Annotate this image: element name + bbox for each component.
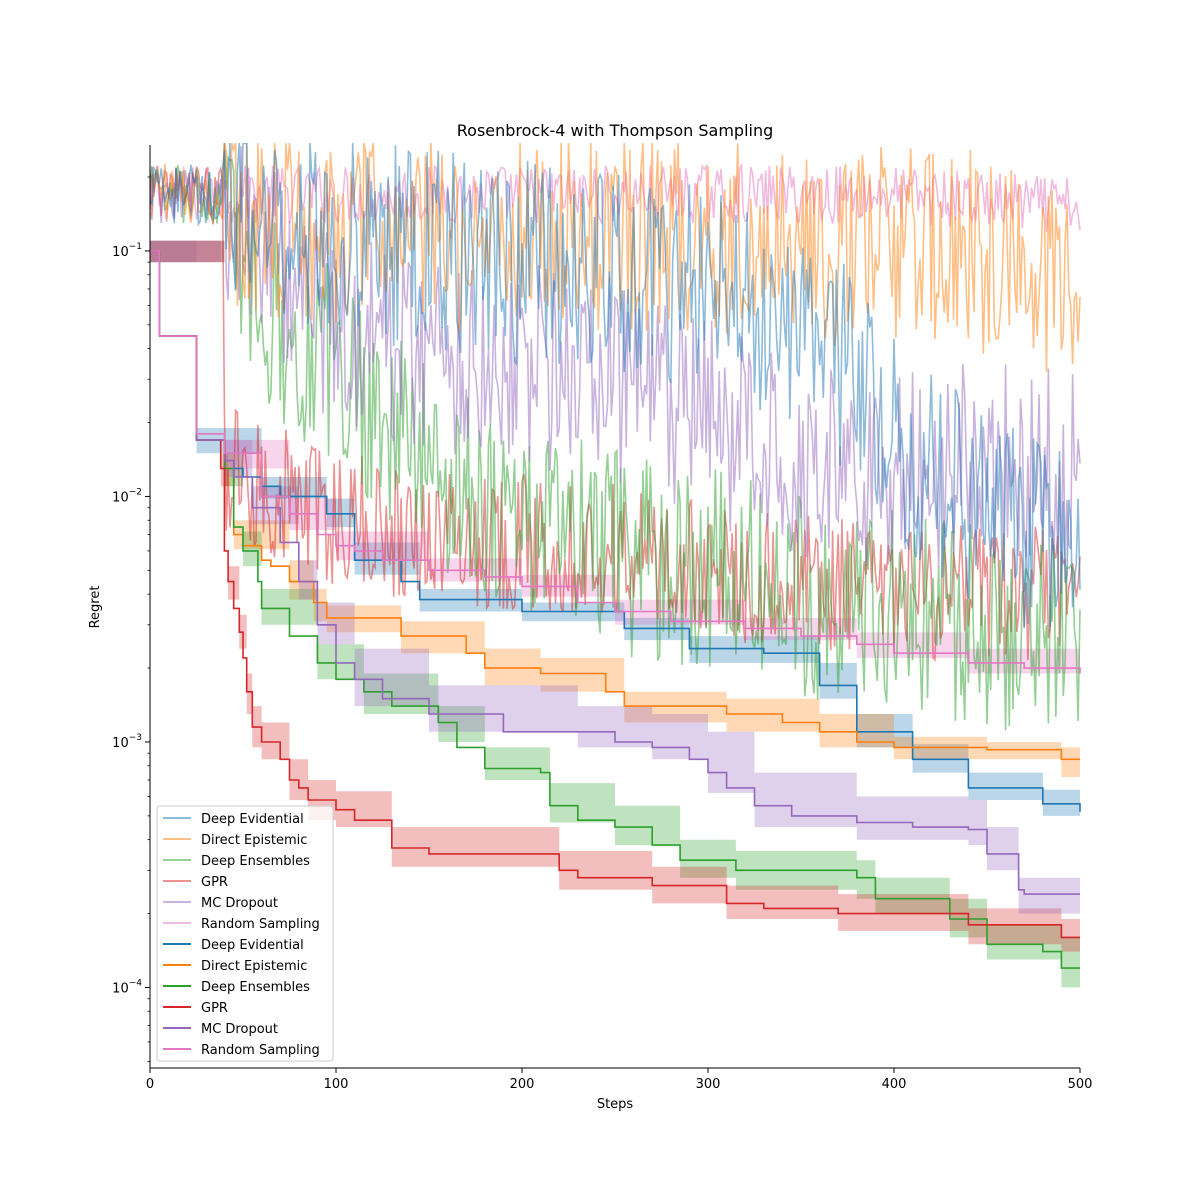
legend-box: [156, 805, 334, 1062]
legend-label: Deep Evidential: [201, 812, 304, 827]
axes: 0 100 200 300 400 500 10−1 10−2 10−3 10−4: [112, 145, 1092, 1092]
x-tick-label: 0: [146, 1077, 154, 1092]
band-deep-ensembles: [150, 240, 1080, 988]
legend-label: Deep Evidential: [201, 938, 304, 953]
x-axis-label: Steps: [597, 1097, 634, 1112]
best-line-deep-ensembles: [150, 250, 1080, 969]
legend-label: Random Sampling: [201, 1043, 320, 1058]
y-axis-label: Regret: [88, 586, 103, 629]
legend-label: MC Dropout: [201, 896, 278, 911]
y-tick-label: 10−2: [112, 487, 142, 505]
x-tick-label: 100: [324, 1077, 349, 1092]
best-line-direct-epistemic: [150, 250, 1080, 761]
per-step-line-deep-ensembles: [150, 143, 1081, 731]
y-tick-label: 10−4: [112, 978, 142, 996]
y-tick-label: 10−1: [112, 242, 142, 260]
legend-label: Deep Ensembles: [201, 980, 310, 995]
per-step-line-gpr: [150, 165, 1081, 663]
legend-label: Direct Epistemic: [201, 959, 307, 974]
plot-best-lines: [150, 250, 1081, 969]
legend-label: GPR: [201, 875, 228, 890]
x-tick-label: 500: [1068, 1077, 1093, 1092]
per-step-line-deep-evidential: [150, 143, 1081, 629]
legend-label: Random Sampling: [201, 917, 320, 932]
x-tick-label: 200: [510, 1077, 535, 1092]
band-deep-evidential: [150, 240, 1080, 825]
band-direct-epistemic: [150, 240, 1080, 777]
legend-label: Direct Epistemic: [201, 833, 307, 848]
best-line-gpr: [150, 250, 1080, 939]
best-line-deep-evidential: [150, 250, 1081, 812]
y-tick-label: 10−3: [112, 733, 142, 751]
x-tick-label: 400: [882, 1077, 907, 1092]
legend-label: GPR: [201, 1001, 228, 1016]
legend: Deep Evidential Direct Epistemic Deep Ense…: [156, 805, 334, 1062]
x-tick-label: 300: [696, 1077, 721, 1092]
best-line-random-sampling: [150, 250, 1081, 674]
chart-title: Rosenbrock-4 with Thompson Sampling: [457, 121, 774, 140]
legend-label: Deep Ensembles: [201, 854, 310, 869]
best-line-mc-dropout: [150, 250, 1080, 895]
plot-raw-lines: [150, 143, 1081, 731]
legend-label: MC Dropout: [201, 1022, 278, 1037]
